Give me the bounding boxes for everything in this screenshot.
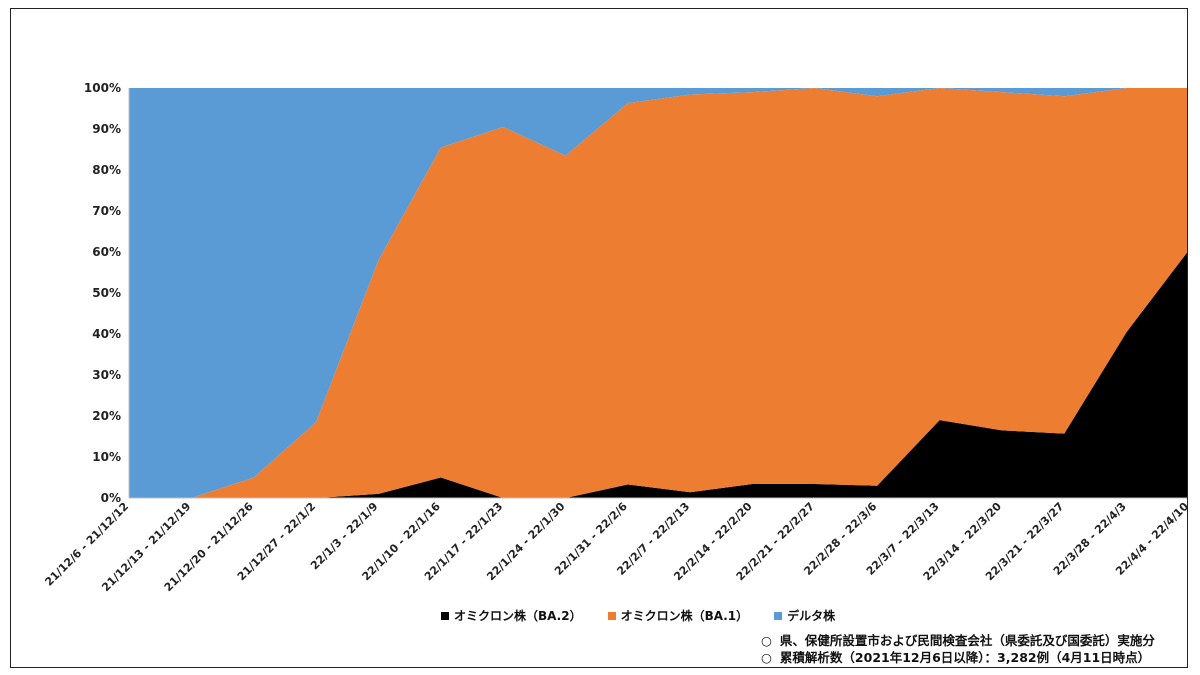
stacked-area-chart: 0%10%20%30%40%50%60%70%80%90%100%21/12/6… bbox=[42, 81, 1187, 594]
legend-swatch bbox=[607, 611, 616, 620]
notes: ○ 県、保健所設置市および民間検査会社（県委託及び国委託）実施分 ○ 累積解析数… bbox=[761, 632, 1155, 666]
y-tick-label: 60% bbox=[92, 245, 121, 259]
legend-item-1: オミクロン株（BA.2） bbox=[441, 607, 582, 624]
legend-item-2: オミクロン株（BA.1） bbox=[607, 607, 749, 624]
chart-frame: 0% 10% 20% 30% 40% 50% 60% 70% 80% 90% 100% 21/12/6… bbox=[10, 8, 1188, 668]
note-1-mark: ○ bbox=[761, 633, 772, 648]
legend-label: オミクロン株（BA.1） bbox=[620, 609, 749, 623]
y-tick-label: 70% bbox=[92, 204, 121, 218]
legend-label: オミクロン株（BA.2） bbox=[454, 609, 582, 623]
y-tick-label: 80% bbox=[92, 163, 121, 177]
series-area-1 bbox=[129, 252, 1187, 498]
legend-swatch bbox=[441, 611, 449, 620]
y-tick-label: 100% bbox=[84, 81, 121, 95]
legend-swatch bbox=[774, 611, 783, 620]
legend-label: デルタ株 bbox=[787, 609, 836, 623]
y-tick-label: 50% bbox=[92, 286, 121, 300]
y-tick-label: 30% bbox=[92, 368, 121, 382]
y-tick-label: 10% bbox=[92, 450, 121, 464]
series-area-3 bbox=[129, 88, 1187, 498]
legend: オミクロン株（BA.2） オミクロン株（BA.1） デルタ株 bbox=[441, 607, 835, 624]
note-2: ○ 累積解析数（2021年12月6日以降）：3,282例（4月11日時点） bbox=[761, 649, 1155, 666]
legend-item-3: デルタ株 bbox=[774, 607, 835, 624]
note-2-text: 累積解析数（2021年12月6日以降）：3,282例（4月11日時点） bbox=[779, 650, 1151, 665]
note-2-mark: ○ bbox=[761, 650, 772, 665]
series-area-2 bbox=[129, 88, 1187, 498]
y-tick-label: 40% bbox=[92, 327, 121, 341]
y-tick-label: 0% bbox=[101, 491, 121, 505]
y-tick-label: 90% bbox=[92, 122, 121, 136]
note-1: ○ 県、保健所設置市および民間検査会社（県委託及び国委託）実施分 bbox=[761, 632, 1155, 649]
x-tick-label: 22/1/3 - 22/1/9 bbox=[308, 500, 381, 573]
note-1-text: 県、保健所設置市および民間検査会社（県委託及び国委託）実施分 bbox=[779, 633, 1155, 648]
y-tick-label: 20% bbox=[92, 409, 121, 423]
